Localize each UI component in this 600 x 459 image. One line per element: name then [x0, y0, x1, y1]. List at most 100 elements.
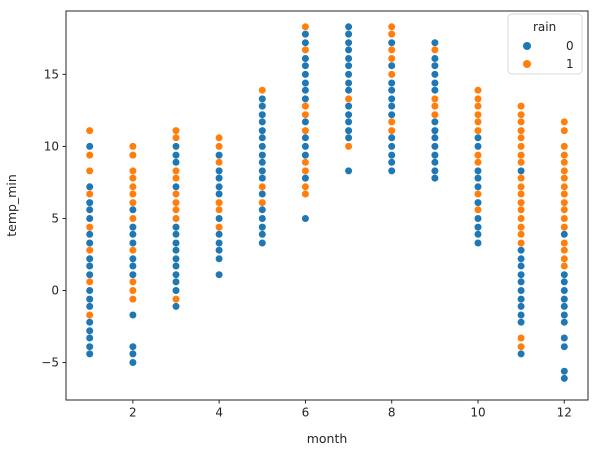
- data-point: [388, 23, 396, 31]
- data-point: [172, 183, 180, 191]
- data-point: [517, 255, 525, 263]
- data-point: [517, 111, 525, 119]
- data-point: [129, 223, 137, 231]
- y-tick-label: 15: [44, 67, 59, 81]
- data-point: [388, 62, 396, 70]
- data-point: [474, 134, 482, 142]
- data-point: [560, 190, 568, 198]
- data-point: [301, 158, 309, 166]
- data-point: [560, 151, 568, 159]
- data-point: [517, 230, 525, 238]
- data-point: [431, 39, 439, 47]
- data-point: [301, 111, 309, 119]
- data-point: [86, 262, 94, 270]
- data-point: [301, 30, 309, 38]
- data-point: [517, 158, 525, 166]
- data-point: [129, 206, 137, 214]
- data-point: [215, 167, 223, 175]
- y-tick-label: −5: [41, 356, 59, 370]
- x-tick-label: 8: [388, 406, 396, 420]
- data-point: [431, 70, 439, 78]
- data-point: [215, 215, 223, 222]
- data-point: [388, 55, 396, 62]
- data-point: [86, 350, 94, 358]
- legend-label-rain1: 1: [566, 57, 574, 71]
- data-point: [215, 271, 223, 279]
- data-point: [560, 367, 568, 375]
- data-point: [258, 190, 266, 198]
- data-point: [431, 151, 439, 159]
- data-point: [129, 183, 137, 191]
- data-point: [258, 127, 266, 135]
- data-point: [301, 167, 309, 175]
- data-point: [388, 102, 396, 110]
- data-point: [388, 46, 396, 54]
- data-point: [86, 167, 94, 175]
- data-point: [129, 350, 137, 358]
- data-point: [560, 183, 568, 191]
- data-point: [129, 167, 137, 175]
- data-point: [431, 86, 439, 94]
- data-point: [258, 86, 266, 94]
- data-point: [129, 359, 137, 366]
- data-point: [215, 206, 223, 214]
- data-point: [129, 295, 137, 303]
- data-point: [129, 246, 137, 254]
- data-point: [86, 343, 94, 351]
- data-point: [258, 158, 266, 166]
- y-tick-label: 10: [44, 139, 59, 153]
- data-point: [172, 302, 180, 310]
- data-point: [517, 206, 525, 214]
- data-point: [301, 142, 309, 150]
- data-point: [301, 151, 309, 159]
- data-point: [517, 278, 525, 286]
- data-point: [517, 151, 525, 159]
- data-point: [215, 199, 223, 207]
- data-point: [345, 127, 353, 135]
- data-point: [172, 230, 180, 238]
- data-point: [474, 223, 482, 231]
- data-point: [258, 167, 266, 175]
- data-point: [517, 174, 525, 182]
- data-point: [560, 295, 568, 303]
- data-point: [301, 23, 309, 31]
- data-point: [301, 127, 309, 135]
- data-point: [560, 167, 568, 175]
- plot-area: [65, 10, 589, 401]
- data-point: [129, 199, 137, 207]
- data-point: [258, 215, 266, 222]
- data-point: [172, 239, 180, 247]
- data-point: [560, 223, 568, 231]
- legend: rain 0 1: [507, 13, 583, 75]
- data-point: [86, 142, 94, 150]
- data-point: [215, 134, 223, 142]
- data-point: [517, 350, 525, 358]
- data-point: [301, 102, 309, 110]
- data-point: [301, 174, 309, 182]
- data-point: [431, 134, 439, 142]
- data-point: [301, 46, 309, 54]
- data-point: [345, 102, 353, 110]
- data-point: [517, 239, 525, 247]
- data-point: [215, 239, 223, 247]
- data-point: [172, 215, 180, 222]
- data-point: [560, 158, 568, 166]
- data-point: [431, 102, 439, 110]
- data-point: [345, 23, 353, 31]
- y-tick-label: 5: [51, 211, 59, 225]
- data-point: [86, 246, 94, 254]
- data-point: [345, 134, 353, 142]
- data-point: [431, 142, 439, 150]
- data-point: [560, 118, 568, 126]
- data-point: [431, 167, 439, 175]
- data-point: [388, 95, 396, 103]
- data-point: [258, 174, 266, 182]
- data-point: [517, 271, 525, 279]
- data-point: [431, 111, 439, 119]
- data-point: [215, 190, 223, 198]
- data-point: [474, 199, 482, 207]
- data-point: [301, 86, 309, 94]
- data-point: [431, 158, 439, 166]
- data-point: [517, 118, 525, 126]
